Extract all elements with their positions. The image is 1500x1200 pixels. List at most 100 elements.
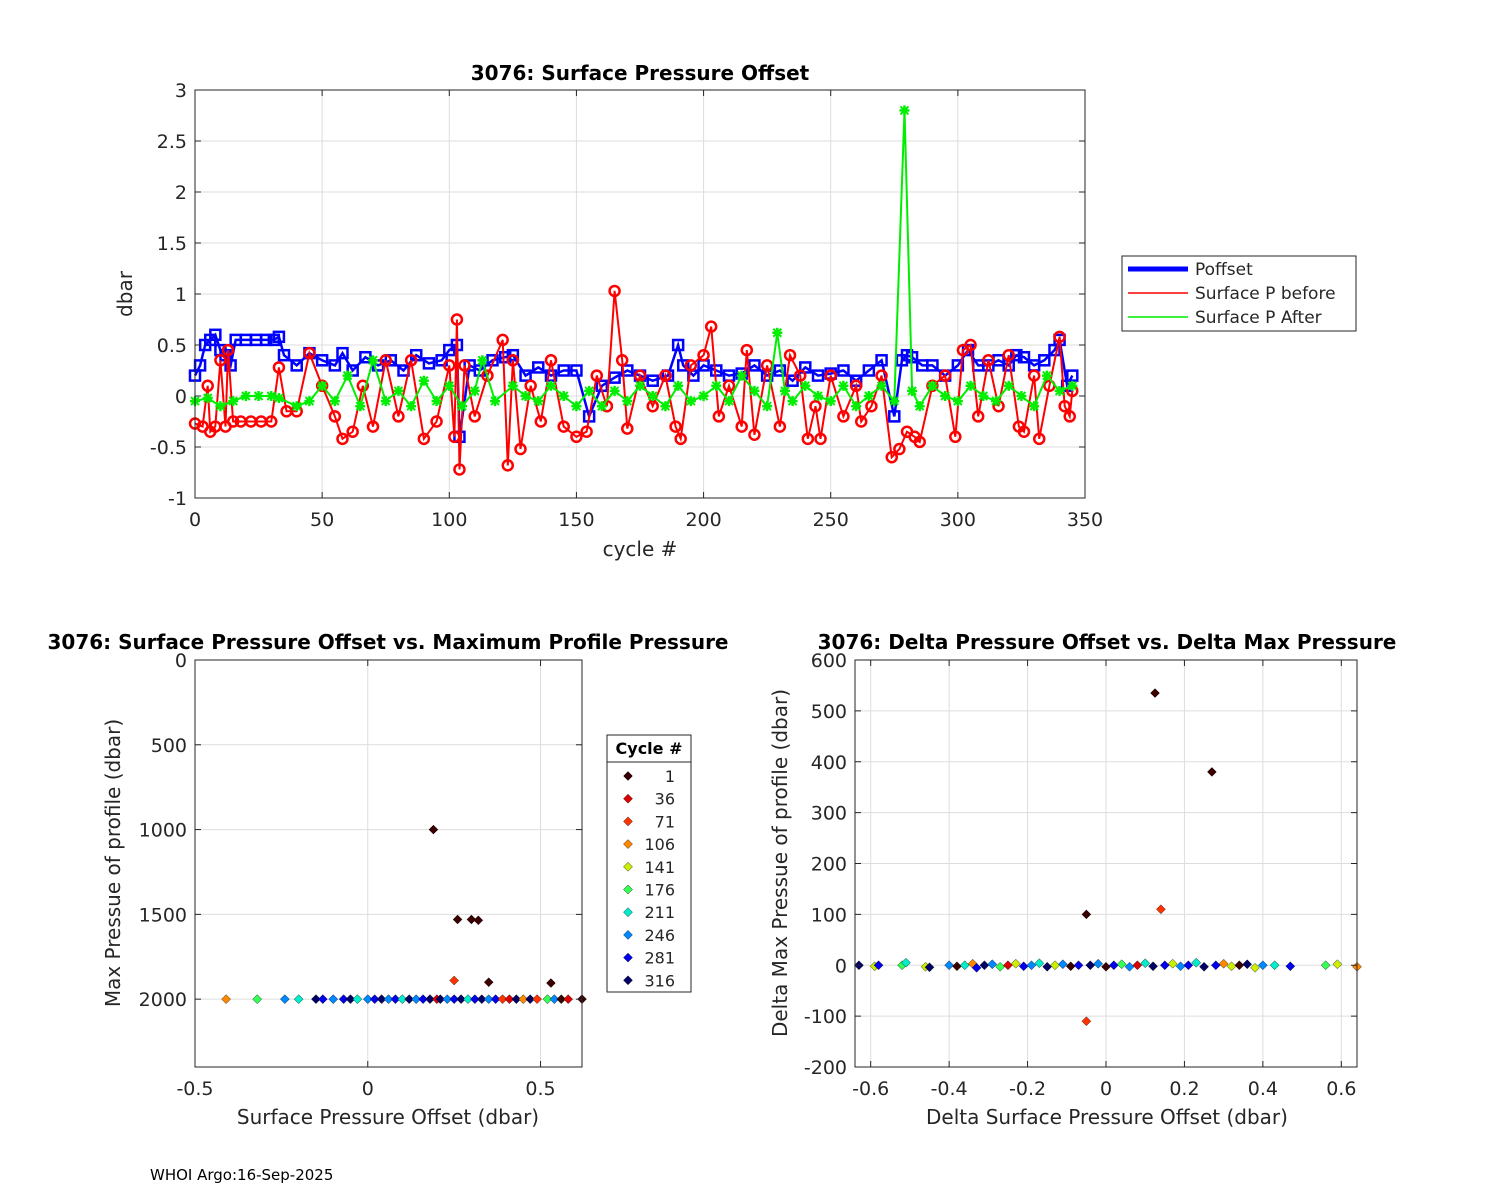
before-marker bbox=[201, 379, 214, 393]
bl-point bbox=[221, 994, 231, 1004]
after-marker bbox=[749, 386, 760, 396]
top-ytick-label: 3 bbox=[175, 80, 187, 102]
br-point bbox=[1140, 958, 1151, 968]
before-marker bbox=[514, 442, 527, 456]
legend-label-poffset: Poffset bbox=[1195, 260, 1253, 280]
before-marker bbox=[328, 410, 342, 423]
before-marker bbox=[448, 430, 461, 444]
br-point bbox=[1199, 961, 1209, 972]
bl-ytick-label: 1500 bbox=[139, 904, 187, 926]
br-point bbox=[1234, 960, 1245, 971]
bl-point bbox=[477, 994, 487, 1004]
after-marker bbox=[457, 401, 467, 411]
after-marker bbox=[1016, 391, 1027, 401]
br-xtick-label: -0.2 bbox=[1009, 1078, 1046, 1100]
after-marker bbox=[711, 381, 721, 391]
br-point bbox=[1250, 963, 1260, 973]
after-marker bbox=[953, 396, 963, 406]
bl-point bbox=[318, 994, 328, 1004]
before-marker bbox=[964, 338, 977, 352]
bl-point bbox=[549, 994, 560, 1004]
br-point bbox=[944, 960, 954, 971]
after-marker bbox=[520, 391, 531, 401]
cycle-legend-label: 246 bbox=[644, 926, 675, 945]
bl-point bbox=[546, 978, 556, 988]
before-marker bbox=[712, 410, 726, 423]
br-point bbox=[1026, 960, 1037, 971]
after-marker bbox=[940, 391, 950, 401]
after-marker bbox=[622, 396, 632, 406]
cycle-legend-marker bbox=[623, 793, 633, 804]
before-marker bbox=[1002, 348, 1015, 362]
poffset-marker bbox=[224, 359, 237, 372]
poffset-marker bbox=[837, 364, 850, 377]
br-point bbox=[960, 960, 970, 971]
before-marker bbox=[621, 422, 634, 435]
after-marker bbox=[381, 396, 391, 406]
poffset-marker bbox=[1038, 354, 1051, 367]
before-marker bbox=[1032, 432, 1046, 446]
bl-ytick-label: 2000 bbox=[139, 989, 187, 1011]
br-point bbox=[979, 960, 990, 971]
bl-point bbox=[497, 994, 508, 1004]
before-marker bbox=[450, 313, 464, 326]
before-marker bbox=[221, 343, 235, 357]
bl-point bbox=[511, 994, 522, 1004]
after-marker bbox=[1054, 386, 1065, 396]
poffset-marker bbox=[748, 359, 761, 372]
before-marker bbox=[303, 346, 316, 360]
poffset-marker bbox=[519, 369, 532, 382]
poffset-marker bbox=[888, 410, 901, 423]
after-marker bbox=[1029, 401, 1039, 411]
br-point bbox=[1050, 960, 1060, 971]
before-marker bbox=[430, 415, 443, 428]
poffset-marker bbox=[1066, 369, 1079, 382]
top-ytick-label: 2.5 bbox=[157, 131, 187, 153]
top-chart-ticks: 0 50 100 150 200 250 300 350 -1 -0.5 0 0.5 1 1.5 2 2.5 3 bbox=[150, 80, 1103, 531]
poffset-marker bbox=[773, 364, 787, 377]
br-xtick-label: -0.6 bbox=[852, 1078, 889, 1100]
br-xtick-label: -0.4 bbox=[931, 1078, 968, 1100]
bl-point bbox=[376, 994, 387, 1004]
top-xtick-label: 150 bbox=[558, 509, 594, 531]
before-marker bbox=[506, 354, 520, 367]
bottom-left-frame bbox=[194, 659, 583, 1068]
before-marker bbox=[379, 354, 392, 367]
cycle-legend-label: 1 bbox=[665, 767, 675, 786]
after-marker bbox=[724, 396, 734, 406]
before-marker bbox=[1027, 369, 1041, 382]
before-marker bbox=[392, 410, 405, 423]
top-chart-legend: Poffset Surface P before Surface P After bbox=[1121, 255, 1357, 332]
top-chart-series bbox=[188, 105, 1079, 476]
br-point bbox=[1332, 959, 1343, 970]
after-marker bbox=[907, 386, 917, 396]
before-marker bbox=[404, 354, 418, 367]
after-marker bbox=[330, 396, 340, 406]
legend-label-before: Surface P before bbox=[1195, 284, 1336, 304]
bl-point bbox=[504, 994, 515, 1004]
br-point bbox=[1101, 961, 1111, 972]
before-marker bbox=[356, 379, 370, 393]
bl-point bbox=[483, 994, 494, 1004]
br-point bbox=[1211, 960, 1221, 971]
before-marker bbox=[336, 432, 349, 446]
before-marker bbox=[849, 379, 863, 393]
before-marker bbox=[272, 361, 286, 374]
br-point bbox=[901, 957, 911, 968]
br-point bbox=[1093, 958, 1103, 969]
after-marker bbox=[559, 391, 569, 401]
br-point bbox=[1207, 767, 1217, 777]
bl-ytick-label: 1000 bbox=[139, 820, 187, 842]
bl-point bbox=[328, 994, 338, 1004]
after-marker bbox=[490, 396, 500, 406]
after-marker bbox=[317, 381, 327, 391]
after-marker bbox=[597, 401, 607, 411]
before-marker bbox=[646, 399, 659, 413]
after-marker bbox=[368, 355, 378, 366]
cycle-legend: Cycle # 1 36 71 106 141 176 211 246 281 316 bbox=[606, 734, 692, 993]
cycle-legend-label: 106 bbox=[644, 835, 675, 854]
bl-point bbox=[470, 994, 480, 1004]
bl-point bbox=[411, 994, 421, 1004]
bl-point bbox=[362, 994, 373, 1004]
bl-xtick-label: -0.5 bbox=[176, 1078, 213, 1100]
